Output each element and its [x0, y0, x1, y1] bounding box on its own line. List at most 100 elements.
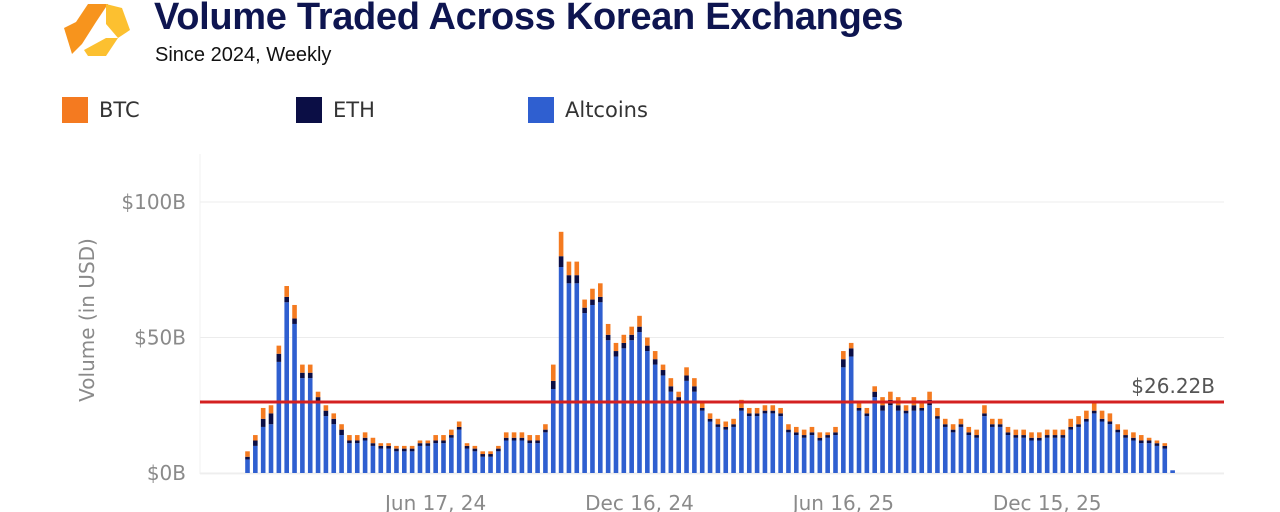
- bar-stack[interactable]: [888, 391, 893, 473]
- bar-segment-btc[interactable]: [503, 432, 509, 438]
- bar-segment-eth[interactable]: [746, 413, 752, 417]
- bar-segment-eth[interactable]: [598, 296, 603, 303]
- bar-segment-btc[interactable]: [825, 432, 830, 436]
- bar-segment-eth[interactable]: [519, 437, 525, 441]
- bar-segment-eth[interactable]: [394, 448, 399, 452]
- bar-segment-altcoins[interactable]: [621, 348, 627, 473]
- bar-segment-eth[interactable]: [417, 443, 423, 446]
- bar-segment-eth[interactable]: [848, 348, 854, 357]
- bar-segment-altcoins[interactable]: [848, 356, 854, 473]
- bar-segment-altcoins[interactable]: [331, 424, 337, 473]
- bar-segment-altcoins[interactable]: [739, 410, 744, 473]
- bar-segment-altcoins[interactable]: [966, 435, 972, 473]
- bar-segment-altcoins[interactable]: [919, 410, 925, 473]
- bar-segment-btc[interactable]: [1084, 410, 1089, 419]
- bar-segment-altcoins[interactable]: [496, 451, 501, 473]
- bar-segment-eth[interactable]: [1076, 424, 1081, 427]
- bar-segment-altcoins[interactable]: [402, 451, 407, 473]
- bar-segment-btc[interactable]: [754, 407, 760, 414]
- bar-segment-altcoins[interactable]: [378, 448, 384, 473]
- bar-segment-eth[interactable]: [488, 454, 493, 457]
- bar-stack[interactable]: [362, 432, 368, 473]
- bar-segment-btc[interactable]: [307, 364, 313, 373]
- bar-segment-eth[interactable]: [856, 407, 862, 411]
- bar-segment-btc[interactable]: [762, 405, 768, 411]
- bar-stack[interactable]: [645, 337, 650, 474]
- bar-segment-btc[interactable]: [1060, 429, 1066, 436]
- bar-segment-eth[interactable]: [354, 440, 360, 444]
- bar-segment-altcoins[interactable]: [253, 445, 258, 473]
- bar-segment-eth[interactable]: [582, 307, 587, 314]
- bar-segment-btc[interactable]: [746, 407, 752, 414]
- bar-segment-altcoins[interactable]: [550, 388, 556, 473]
- bar-segment-altcoins[interactable]: [841, 367, 846, 473]
- bar-segment-btc[interactable]: [449, 429, 454, 436]
- bar-segment-eth[interactable]: [1044, 435, 1050, 438]
- bar-segment-altcoins[interactable]: [590, 304, 595, 473]
- bar-segment-btc[interactable]: [621, 334, 627, 343]
- bar-segment-altcoins[interactable]: [276, 361, 282, 473]
- bar-segment-btc[interactable]: [253, 435, 258, 441]
- bar-segment-btc[interactable]: [731, 418, 736, 425]
- bar-segment-btc[interactable]: [786, 424, 791, 430]
- bar-segment-eth[interactable]: [833, 432, 838, 436]
- bar-segment-eth[interactable]: [919, 407, 925, 411]
- bar-segment-eth[interactable]: [464, 445, 470, 449]
- bar-stack[interactable]: [480, 451, 485, 473]
- bar-stack[interactable]: [1146, 437, 1152, 473]
- bar-segment-altcoins[interactable]: [307, 378, 313, 473]
- bar-segment-altcoins[interactable]: [488, 456, 493, 473]
- bar-segment-eth[interactable]: [268, 413, 274, 425]
- bar-stack[interactable]: [754, 407, 760, 473]
- bar-stack[interactable]: [276, 345, 282, 473]
- bar-stack[interactable]: [503, 432, 509, 473]
- bar-stack[interactable]: [1170, 470, 1175, 473]
- bar-stack[interactable]: [347, 435, 352, 473]
- bar-stack[interactable]: [323, 405, 329, 473]
- bar-segment-btc[interactable]: [488, 451, 493, 455]
- bar-segment-eth[interactable]: [997, 424, 1003, 427]
- bar-segment-eth[interactable]: [1162, 445, 1168, 449]
- bar-segment-btc[interactable]: [260, 407, 266, 419]
- bar-segment-eth[interactable]: [1021, 435, 1026, 438]
- bar-segment-btc[interactable]: [684, 367, 689, 376]
- bar-segment-btc[interactable]: [778, 407, 783, 414]
- bar-stack[interactable]: [841, 351, 846, 473]
- bar-segment-btc[interactable]: [292, 304, 297, 319]
- bar-segment-eth[interactable]: [1005, 432, 1011, 436]
- bar-stack[interactable]: [558, 231, 564, 473]
- bar-segment-eth[interactable]: [503, 437, 509, 441]
- bar-stack[interactable]: [574, 261, 580, 473]
- bar-stack[interactable]: [284, 286, 289, 473]
- bar-segment-eth[interactable]: [1107, 421, 1113, 425]
- bar-segment-altcoins[interactable]: [927, 405, 932, 473]
- bar-segment-btc[interactable]: [974, 429, 979, 436]
- bar-stack[interactable]: [315, 391, 321, 473]
- bar-segment-btc[interactable]: [1013, 429, 1019, 436]
- bar-stack[interactable]: [292, 304, 297, 473]
- bar-stack[interactable]: [903, 405, 909, 473]
- bar-segment-btc[interactable]: [386, 443, 391, 446]
- bar-stack[interactable]: [692, 378, 697, 473]
- bar-segment-altcoins[interactable]: [903, 413, 909, 473]
- bar-segment-altcoins[interactable]: [1076, 426, 1081, 473]
- bar-segment-eth[interactable]: [1084, 418, 1089, 422]
- bar-segment-eth[interactable]: [707, 418, 713, 422]
- bar-stack[interactable]: [762, 405, 768, 473]
- bar-segment-altcoins[interactable]: [417, 445, 423, 473]
- bar-stack[interactable]: [731, 418, 736, 473]
- bar-segment-eth[interactable]: [715, 424, 721, 427]
- bar-segment-altcoins[interactable]: [362, 440, 368, 473]
- bar-stack[interactable]: [895, 397, 901, 473]
- bar-segment-eth[interactable]: [613, 351, 619, 357]
- bar-stack[interactable]: [1021, 429, 1026, 473]
- bar-segment-eth[interactable]: [284, 296, 289, 303]
- bar-segment-altcoins[interactable]: [1052, 437, 1058, 473]
- bar-segment-eth[interactable]: [386, 445, 391, 449]
- bar-segment-altcoins[interactable]: [433, 443, 438, 473]
- bar-segment-eth[interactable]: [723, 426, 729, 430]
- bar-segment-altcoins[interactable]: [582, 313, 587, 473]
- bar-segment-eth[interactable]: [809, 432, 815, 436]
- bar-stack[interactable]: [472, 445, 478, 473]
- bar-segment-btc[interactable]: [1138, 435, 1144, 441]
